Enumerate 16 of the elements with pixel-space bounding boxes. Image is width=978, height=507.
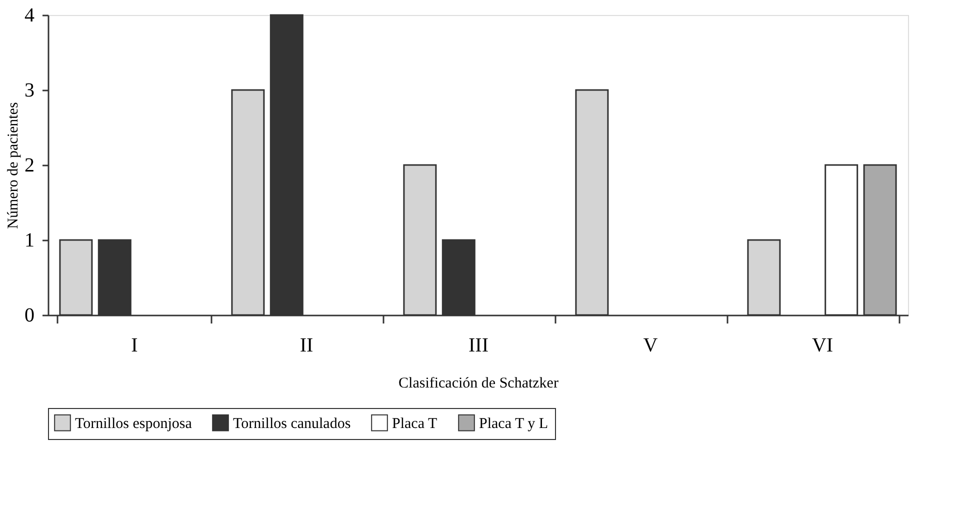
legend-label: Placa T y L xyxy=(479,416,548,432)
x-axis-title: Clasificación de Schatzker xyxy=(398,376,558,392)
y-axis-title: Número de pacientes xyxy=(6,102,22,229)
x-tick-label: III xyxy=(468,334,488,356)
legend-label: Tornillos canulados xyxy=(233,416,351,432)
x-tick-label: V xyxy=(643,334,658,356)
y-tick-label: 1 xyxy=(24,230,34,252)
y-tick-label: 2 xyxy=(24,154,34,176)
legend-label: Tornillos esponjosa xyxy=(75,416,192,432)
y-tick-label: 3 xyxy=(24,80,34,102)
y-tick-label: 0 xyxy=(24,304,34,326)
y-tick-label: 4 xyxy=(24,4,34,26)
x-tick-label: II xyxy=(300,334,314,356)
x-tick-label: VI xyxy=(812,334,834,356)
x-tick-label: I xyxy=(131,334,138,356)
legend-label: Placa T xyxy=(392,416,438,432)
